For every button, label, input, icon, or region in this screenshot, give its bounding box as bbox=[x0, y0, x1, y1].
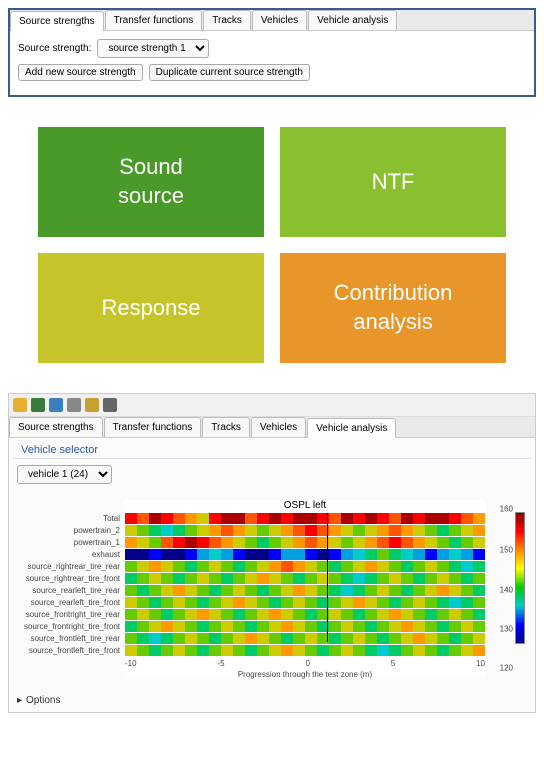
strip-label: source_frontleft_tire_rear bbox=[15, 634, 120, 643]
tile-sound-source[interactable]: Sound source bbox=[38, 127, 264, 237]
strip-label: source_frontright_tire_front bbox=[15, 622, 120, 631]
strip-row: source_rightrear_tire_rear bbox=[125, 561, 485, 572]
strip-label: exhaust bbox=[15, 550, 120, 559]
colorbar-tick: 140 bbox=[500, 585, 513, 594]
dropdown-icon[interactable] bbox=[103, 398, 117, 412]
strip-row: source_rearleft_tire_front bbox=[125, 597, 485, 608]
strip-label: Total bbox=[15, 514, 120, 523]
cursor-line bbox=[327, 513, 328, 642]
top-tab-vehicle-analysis[interactable]: Vehicle analysis bbox=[308, 10, 397, 30]
strip-row: powertrain_1 bbox=[125, 537, 485, 548]
strip-label: source_rearleft_tire_front bbox=[15, 598, 120, 607]
bottom-tabbar: Source strengthsTransfer functionsTracks… bbox=[9, 417, 535, 438]
bottom-tab-tracks[interactable]: Tracks bbox=[202, 417, 250, 437]
strip-label: source_rightrear_tire_front bbox=[15, 574, 120, 583]
colorbar-tick: 130 bbox=[500, 624, 513, 633]
ospl-chart: OSPL left Totalpowertrain_2powertrain_1e… bbox=[125, 500, 485, 679]
strip-row: source_rearleft_tire_rear bbox=[125, 585, 485, 596]
pencil-icon[interactable] bbox=[85, 398, 99, 412]
strip-label: source_rearleft_tire_rear bbox=[15, 586, 120, 595]
toolbar bbox=[9, 394, 535, 417]
tile-response[interactable]: Response bbox=[38, 253, 264, 363]
database-icon[interactable] bbox=[13, 398, 27, 412]
tile-grid: Sound sourceNTFResponseContribution anal… bbox=[8, 117, 536, 393]
top-tab-source-strengths[interactable]: Source strengths bbox=[10, 11, 104, 31]
source-strength-panel: Source strengthsTransfer functionsTracks… bbox=[8, 8, 536, 97]
tile-contribution-analysis[interactable]: Contribution analysis bbox=[280, 253, 506, 363]
barchart-icon[interactable] bbox=[31, 398, 45, 412]
top-tab-transfer-functions[interactable]: Transfer functions bbox=[105, 10, 203, 30]
options-label: Options bbox=[26, 695, 60, 706]
colorbar bbox=[515, 512, 525, 644]
colorbar-tick: 150 bbox=[500, 546, 513, 555]
top-panel-body: Source strength: source strength 1 Add n… bbox=[10, 31, 534, 95]
duplicate-source-button[interactable]: Duplicate current source strength bbox=[149, 64, 310, 81]
chart-area: OSPL left Totalpowertrain_2powertrain_1e… bbox=[9, 490, 535, 689]
chevron-right-icon: ▸ bbox=[17, 695, 22, 706]
x-axis: -10-50510 bbox=[125, 657, 485, 668]
top-tabbar: Source strengthsTransfer functionsTracks… bbox=[10, 10, 534, 31]
bottom-tab-transfer-functions[interactable]: Transfer functions bbox=[104, 417, 202, 437]
strip-label: powertrain_2 bbox=[15, 526, 120, 535]
source-strength-label: Source strength: bbox=[18, 43, 91, 54]
colorbar-tick: 160 bbox=[500, 504, 513, 513]
refresh-icon[interactable] bbox=[49, 398, 63, 412]
vehicle-select[interactable]: vehicle 1 (24) bbox=[17, 465, 112, 484]
strip-label: source_frontleft_tire_front bbox=[15, 646, 120, 655]
bottom-tab-vehicles[interactable]: Vehicles bbox=[251, 417, 306, 437]
strip-row: source_rightrear_tire_front bbox=[125, 573, 485, 584]
top-tab-vehicles[interactable]: Vehicles bbox=[252, 10, 307, 30]
tile-ntf[interactable]: NTF bbox=[280, 127, 506, 237]
top-tab-tracks[interactable]: Tracks bbox=[203, 10, 251, 30]
chart-title: OSPL left bbox=[125, 500, 485, 511]
vehicle-analysis-panel: Source strengthsTransfer functionsTracks… bbox=[8, 393, 536, 713]
add-source-button[interactable]: Add new source strength bbox=[18, 64, 143, 81]
strip-row: source_frontleft_tire_front bbox=[125, 645, 485, 656]
bottom-tab-vehicle-analysis[interactable]: Vehicle analysis bbox=[307, 418, 396, 438]
vehicle-selector-title: Vehicle selector bbox=[13, 438, 531, 459]
strip-row: source_frontright_tire_rear bbox=[125, 609, 485, 620]
source-strength-select[interactable]: source strength 1 bbox=[97, 39, 209, 58]
strip-row: Total bbox=[125, 513, 485, 524]
strip-row: source_frontleft_tire_rear bbox=[125, 633, 485, 644]
strip-label: source_rightrear_tire_rear bbox=[15, 562, 120, 571]
strip-label: source_frontright_tire_rear bbox=[15, 610, 120, 619]
bottom-tab-source-strengths[interactable]: Source strengths bbox=[9, 417, 103, 437]
strip-label: powertrain_1 bbox=[15, 538, 120, 547]
strip-row: source_frontright_tire_front bbox=[125, 621, 485, 632]
strip-row: powertrain_2 bbox=[125, 525, 485, 536]
gear-icon[interactable] bbox=[67, 398, 81, 412]
strip-row: exhaust bbox=[125, 549, 485, 560]
options-toggle[interactable]: ▸ Options bbox=[9, 689, 535, 712]
x-axis-label: Progression through the test zone (m) bbox=[125, 668, 485, 679]
colorbar-tick: 120 bbox=[500, 664, 513, 673]
